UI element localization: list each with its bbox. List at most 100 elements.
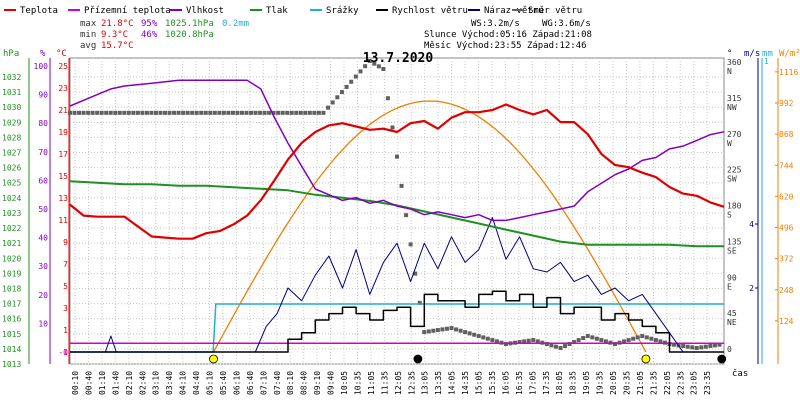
degc-axis-label: °C [56,49,67,59]
chart-series [68,59,727,364]
pct-tick-label: 70 [38,148,48,157]
wind-direction-point [249,110,254,115]
wind-direction-point [449,326,454,331]
hpa-tick-label: 1019 [2,269,21,278]
dir-tick-label: 45 [727,309,737,318]
wind-direction-point [126,110,131,115]
hpa-tick-label: 1023 [2,209,21,218]
wind-direction-point [289,110,294,115]
wind-direction-point [517,340,522,345]
x-tick-label: 20:35 [622,371,631,395]
hpa-tick-label: 1029 [2,118,21,127]
wind-direction-point [417,300,422,305]
chart-title: 13.7.2020 [363,51,434,66]
wind-direction-point [312,110,317,115]
wind-direction-point [390,125,395,130]
wind-direction-point [472,332,477,337]
dir-name-label: NE [727,318,737,327]
dir-name-label: NW [727,103,737,112]
chart-grid: 1013101410151016101710181019102010211022… [2,49,800,395]
mm-tick-label: 1 [764,57,769,66]
wind-direction-point [294,110,299,115]
wind-direction-point [349,79,354,84]
wind-direction-point [622,339,627,344]
hpa-tick-label: 1018 [2,284,21,293]
hpa-tick-label: 1028 [2,133,21,142]
wind-direction-point [144,110,149,115]
wind-direction-point [113,110,118,115]
wind-direction-point [463,330,468,335]
x-tick-label: 05:40 [219,371,228,395]
wind-direction-point [553,344,558,349]
wind-direction-point [68,110,72,115]
stats-min-press: 1020.8hPa [165,30,214,40]
humidity-line [69,79,725,222]
wind-direction-point [694,346,699,351]
wind-direction-point [413,271,418,276]
dir-tick-label: 270 [727,130,742,139]
wind-direction-point [90,110,95,115]
hpa-tick-label: 1016 [2,315,21,324]
wind-direction-point [444,326,449,331]
wind-direction-point [108,110,113,115]
plot-frame [69,57,725,365]
x-axis-label: čas [732,368,748,379]
x-tick-label: 14:35 [461,371,470,395]
wind-direction-point [590,335,595,340]
wind-direction-point [280,110,285,115]
wind-direction-point [203,110,208,115]
wind-direction-point [467,331,472,336]
x-tick-label: 10:05 [340,371,349,395]
wm2-tick-label: 868 [779,130,794,139]
wind-direction-point [440,327,445,332]
pct-tick-label: 10 [38,319,48,328]
degc-tick-label: 13 [58,194,68,203]
hpa-tick-label: 1022 [2,224,21,233]
wind-direction-point [181,110,186,115]
wind-direction-point [262,110,267,115]
x-tick-label: 20:05 [609,371,618,395]
pct-tick-label: 100 [34,62,49,71]
x-tick-label: 04:40 [192,371,201,395]
wind-direction-point [435,328,440,333]
wind-direction-point [339,90,344,95]
dir-name-label: E [727,282,732,291]
wind-direction-point [395,154,399,159]
wind-direction-point [363,64,368,69]
pct-tick-label: 50 [38,205,48,214]
wind-direction-point [594,336,599,341]
dir-tick-label: 180 [727,202,742,211]
wind-direction-point [535,339,540,344]
wind-direction-point [544,342,549,347]
degc-tick-label: -1 [58,348,68,357]
info-ws: WS:3.2m/s [471,19,520,29]
wind-direction-point [271,110,276,115]
wind-direction-point [422,330,427,335]
wind-direction-point [681,344,686,349]
degc-tick-label: 7 [63,260,68,269]
wind-direction-point [167,110,172,115]
info-wg: WG:3.6m/s [542,19,591,29]
wind-direction-point [649,336,654,341]
wind-direction-point [563,344,568,349]
wind-direction-point [585,334,590,339]
wind-direction-point [635,335,640,340]
chart-legend: Teplota Přízemní teplota Vlhkost Tlak Srážky… [4,6,582,16]
wind-direction-point [576,338,581,343]
wind-direction-point [221,110,226,115]
wind-direction-point [298,110,303,115]
wind-direction-point [504,342,508,347]
degc-tick-label: 15 [58,172,68,181]
wind-direction-point [685,344,690,349]
x-tick-label: 00:40 [84,371,93,395]
wm2-tick-label: 124 [779,317,794,326]
sunrise-marker [209,354,218,364]
x-tick-label: 19:05 [582,371,591,395]
legend-entry: Rychlost větru [392,6,468,16]
wind-direction-point [431,328,436,333]
wind-direction-point [522,339,527,344]
wind-direction-point [404,213,409,218]
legend-entry: Teplota [20,6,58,16]
x-tick-label: 21:05 [636,371,645,395]
